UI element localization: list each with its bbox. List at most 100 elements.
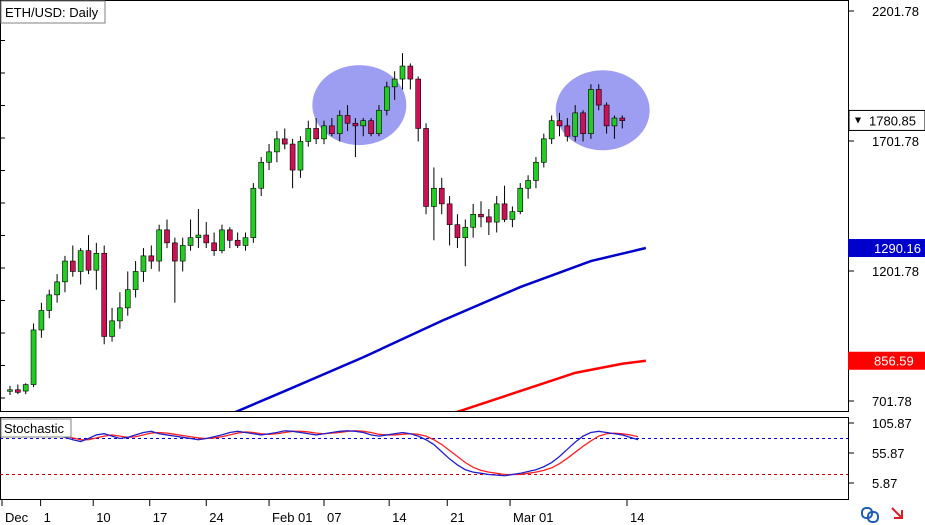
bull-candle-body <box>124 289 131 309</box>
candle <box>329 118 335 137</box>
bull-candle-body <box>611 117 618 127</box>
bear-candle-body <box>203 234 210 244</box>
candle <box>438 177 445 215</box>
candle <box>7 385 13 395</box>
bull-candle-body <box>54 281 60 296</box>
candle <box>399 53 406 90</box>
stochastic-d-line <box>9 428 639 476</box>
candle <box>242 232 249 251</box>
bull-candle-body <box>336 115 343 134</box>
candle <box>101 245 107 345</box>
candle <box>548 115 555 145</box>
bear-candle-body <box>352 122 359 127</box>
ma-value-badge <box>848 351 925 370</box>
candle <box>517 183 524 215</box>
x-tick-label: Dec <box>5 510 29 525</box>
candle <box>446 196 453 246</box>
candle <box>376 105 382 137</box>
candle <box>588 84 594 139</box>
candle <box>611 115 618 139</box>
candle <box>46 289 53 319</box>
bull-candle-body <box>266 151 272 163</box>
candle <box>70 245 76 277</box>
bull-candle-body <box>156 229 162 262</box>
bull-candle-body <box>187 237 194 246</box>
current-price-box <box>848 109 925 131</box>
bear-candle-body <box>564 125 571 137</box>
candle <box>148 245 155 269</box>
bull-candle-body <box>493 203 500 223</box>
bull-candle-body <box>219 229 225 251</box>
candle <box>109 307 115 342</box>
bull-candle-body <box>391 78 398 88</box>
bear-candle-body <box>227 229 233 241</box>
candle <box>336 110 343 142</box>
bull-candle-body <box>77 250 84 272</box>
red-arrow-icon[interactable] <box>891 507 903 519</box>
bear-candle-body <box>85 250 92 271</box>
candle <box>172 237 178 303</box>
current-price-label: 1780.85 <box>869 113 916 128</box>
price-tick-label: 701.78 <box>872 394 912 409</box>
bear-candle-body <box>603 104 610 127</box>
bear-candle-body <box>415 78 422 129</box>
bull-candle-body <box>572 112 579 137</box>
candle <box>407 63 414 90</box>
stochastic-label: Stochastic <box>4 421 64 436</box>
bull-candle-body <box>132 271 139 290</box>
link-icon[interactable] <box>861 507 879 523</box>
candle <box>383 81 390 116</box>
candle <box>281 128 288 150</box>
bull-candle-body <box>462 226 469 238</box>
bull-candle-body <box>195 234 202 238</box>
candle <box>533 157 539 189</box>
bull-candle-body <box>470 213 476 228</box>
candle <box>603 102 610 134</box>
bull-candle-body <box>517 187 524 212</box>
bear-candle-body <box>580 112 586 134</box>
candle <box>478 201 484 228</box>
bull-candle-body <box>30 329 37 385</box>
candle <box>313 118 319 145</box>
bull-candle-body <box>399 65 406 80</box>
bear-candle-body <box>423 128 429 207</box>
candle <box>344 105 351 132</box>
stoch-tick-label: 55.87 <box>872 446 905 461</box>
bull-candle-body <box>62 260 68 283</box>
price-tick-label: 1701.78 <box>872 134 919 149</box>
chart-title: ETH/USD: Daily <box>5 5 99 20</box>
x-tick-label: 14 <box>392 510 406 525</box>
candle <box>22 383 29 395</box>
candle <box>580 110 586 142</box>
candle <box>556 112 563 137</box>
candle <box>62 255 68 293</box>
x-tick-label: Feb 01 <box>272 510 312 525</box>
x-tick-label: 10 <box>96 510 110 525</box>
bull-candle-body <box>117 307 123 322</box>
stoch-tick-label: 5.87 <box>872 476 897 491</box>
bull-candle-body <box>38 310 45 331</box>
candle <box>219 224 225 254</box>
candle <box>540 133 547 168</box>
bull-candle-body <box>179 245 186 262</box>
bear-candle-body <box>289 143 296 171</box>
candle <box>274 131 280 163</box>
bear-candle-body <box>454 224 461 238</box>
candle <box>30 323 37 388</box>
candle <box>15 384 21 395</box>
candle <box>462 219 469 267</box>
highlight-ellipse <box>555 70 650 151</box>
candle <box>234 232 241 249</box>
bear-candle-body <box>619 117 626 121</box>
bear-candle-body <box>438 187 445 205</box>
bull-candle-body <box>305 128 312 142</box>
bull-candle-body <box>109 320 115 337</box>
candle <box>117 292 123 329</box>
bull-candle-body <box>540 138 547 163</box>
bull-candle-body <box>588 89 594 134</box>
candle <box>77 248 84 285</box>
bear-candle-body <box>344 115 351 124</box>
candle <box>595 84 602 111</box>
candle <box>211 232 217 256</box>
bear-candle-body <box>446 203 453 225</box>
